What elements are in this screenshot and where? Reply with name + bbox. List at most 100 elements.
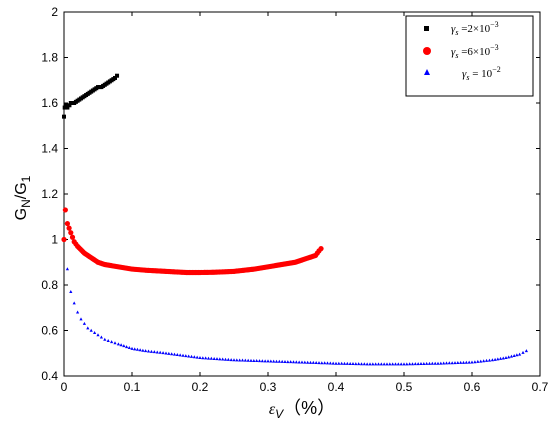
data-point [65,267,69,271]
data-point [479,359,483,363]
data-point [255,359,259,363]
data-point [226,357,230,361]
data-point [402,362,406,366]
data-point [229,358,233,362]
data-point [115,73,120,78]
data-point [67,103,72,108]
data-point [184,354,188,358]
data-point [124,345,129,349]
legend-label-series-1: γs =2×10−3 [451,20,499,37]
data-point [141,348,145,352]
data-point [76,310,80,314]
data-point [272,359,276,363]
data-point [334,361,338,365]
data-point [89,328,93,332]
data-point [72,301,76,305]
data-point [62,114,66,119]
data-point [306,360,310,364]
data-point [388,362,392,366]
legend-label-series-2: γs =6×10−3 [451,43,499,60]
data-point [257,359,262,363]
y-tick-label: 1.4 [41,142,58,156]
data-point [318,246,324,252]
data-point [82,321,86,325]
x-tick-label: 0.1 [124,380,141,394]
data-point [110,340,114,344]
y-tick-label: 0.6 [41,324,58,338]
data-point [430,361,434,365]
data-point [308,360,313,364]
data-point [215,357,219,361]
data-point [246,358,250,362]
data-point [314,361,318,365]
data-point [518,352,522,356]
data-point [167,351,171,355]
data-point [444,361,449,365]
series-1 [62,73,120,119]
data-point [482,359,486,363]
axis-ticks: 0 0.1 0.2 0.3 0.4 0.5 0.6 0.7 0.4 0.6 0.8 1 1.2 1.4 1.… [41,5,548,394]
data-point [501,356,505,360]
data-point [172,352,177,356]
data-point [286,360,290,364]
data-point [252,358,256,362]
data-point [521,350,525,354]
data-point [127,345,131,349]
data-point [450,361,454,365]
data-point [459,360,463,364]
data-point [218,357,222,361]
y-tick-label: 1.2 [41,187,58,201]
data-point [413,362,417,366]
data-point [212,356,216,360]
data-point [187,354,191,358]
data-point [311,360,315,364]
data-point [221,357,225,361]
data-point [294,360,298,364]
data-point [331,361,335,365]
data-point [232,358,236,362]
data-point [280,359,284,363]
y-tick-label: 2 [51,5,58,19]
data-point [496,357,500,361]
data-point [340,361,344,365]
data-point [204,356,208,360]
data-point [359,362,364,366]
data-point [66,225,72,231]
data-point [297,360,301,364]
data-point [323,361,327,365]
x-tick-label: 0.2 [192,380,209,394]
data-point [476,359,480,363]
data-point [337,361,341,365]
series-2 [61,207,324,276]
data-point [368,362,372,366]
data-point [456,361,460,365]
data-point [365,362,369,366]
data-point [86,326,90,330]
data-point [135,347,140,351]
x-tick-label: 0.3 [260,380,277,394]
data-point [399,362,403,366]
data-point [209,356,213,360]
data-point [422,361,426,365]
data-point [195,355,199,359]
data-point [396,362,400,366]
data-point [64,103,69,108]
data-point [113,341,117,345]
data-point [354,362,358,366]
data-point [385,362,389,366]
y-tick-label: 0.8 [41,278,58,292]
x-tick-label: 0.7 [532,380,549,394]
data-point [192,355,196,359]
data-point [62,105,67,110]
data-point [130,346,134,350]
x-tick-label: 0.4 [328,380,345,394]
data-point [447,361,451,365]
data-point [103,337,107,341]
data-point [243,358,247,362]
data-point [328,361,332,365]
data-point [289,360,293,364]
data-point [461,360,466,364]
data-point [504,356,508,359]
data-point [235,358,239,362]
